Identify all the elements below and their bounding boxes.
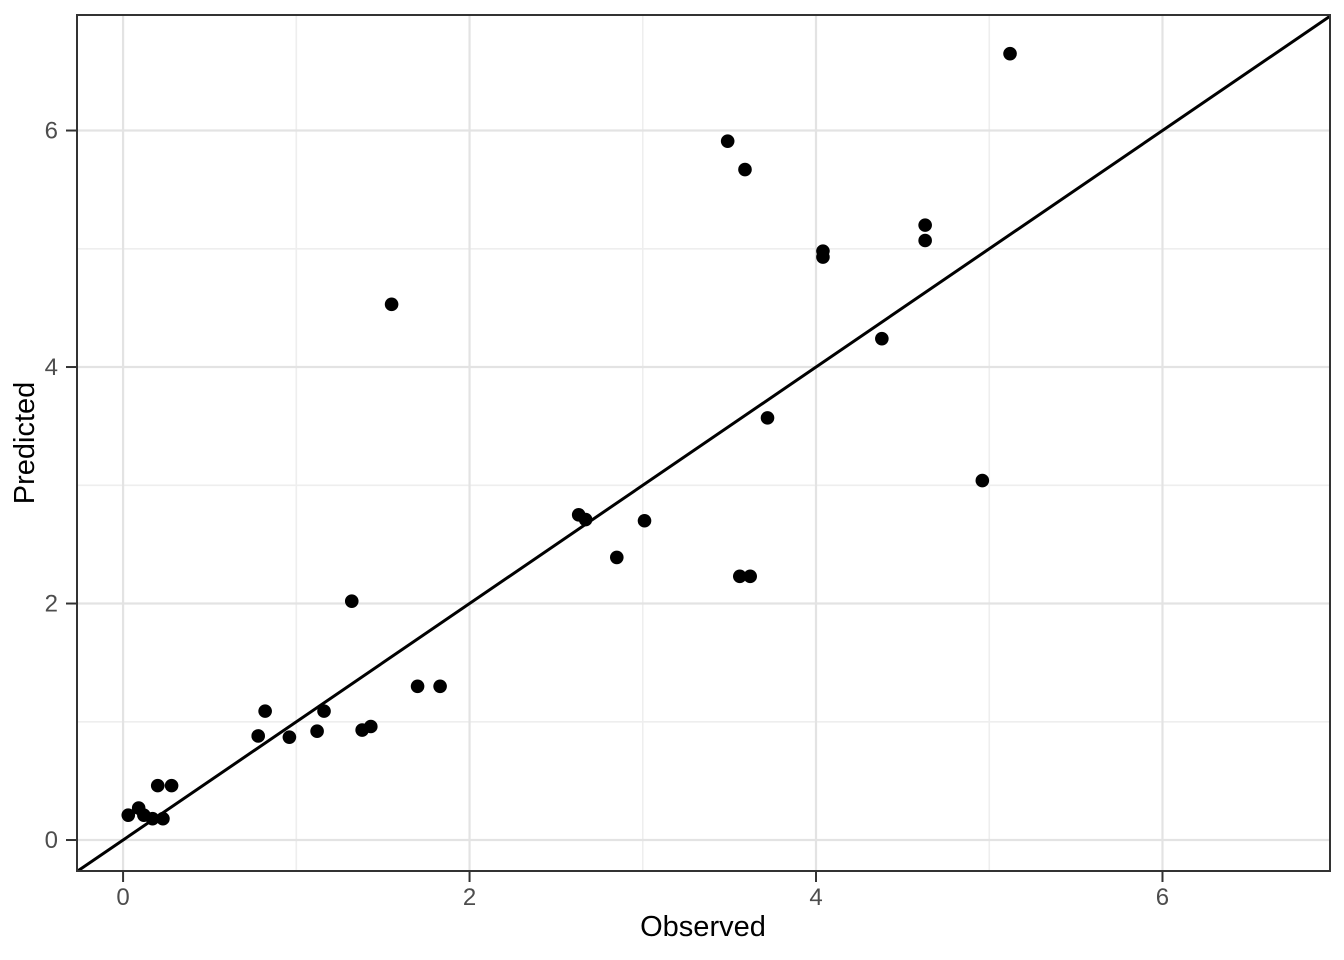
data-point <box>975 473 990 488</box>
data-point <box>410 679 425 694</box>
data-point <box>145 811 160 826</box>
data-points-layer <box>121 46 1017 826</box>
data-point <box>433 679 447 694</box>
axis-ticks-layer <box>66 129 1164 882</box>
data-point <box>637 513 652 528</box>
data-point <box>251 729 266 743</box>
x-tick-label: 2 <box>463 884 476 911</box>
panel-border <box>76 14 1331 872</box>
y-tick-label: 6 <box>45 118 58 145</box>
identity-line <box>77 15 1330 871</box>
y-tick-label: 2 <box>45 591 58 618</box>
data-point <box>743 569 757 584</box>
x-tick-label: 6 <box>1156 884 1169 911</box>
y-tick-label: 4 <box>45 354 58 381</box>
data-point <box>1003 46 1017 61</box>
data-point <box>720 134 735 148</box>
data-point <box>384 297 399 312</box>
identity-line-layer <box>77 15 1330 871</box>
gridlines-layer <box>77 15 1330 871</box>
data-point <box>317 704 331 718</box>
y-tick-label: 0 <box>45 827 58 854</box>
data-point <box>344 594 359 608</box>
data-point <box>258 704 272 718</box>
data-point <box>760 411 775 425</box>
data-point <box>164 778 179 793</box>
data-point <box>738 162 752 177</box>
data-point <box>918 233 932 248</box>
data-point <box>578 512 593 527</box>
data-point <box>282 730 297 744</box>
data-point <box>310 724 324 739</box>
data-point <box>121 808 136 822</box>
data-point <box>918 218 932 232</box>
x-tick-label: 0 <box>116 884 129 911</box>
data-point <box>609 550 624 565</box>
x-tick-label: 4 <box>809 884 822 911</box>
panel-frame-layer <box>76 14 1331 872</box>
data-point <box>732 569 747 584</box>
y-axis-title: Predicted <box>9 382 41 505</box>
tick-labels-layer: 0 2 4 6 0 2 4 6 <box>45 118 1170 911</box>
data-point <box>816 250 830 264</box>
x-axis-title: Observed <box>640 911 766 943</box>
data-point <box>150 778 165 793</box>
data-point <box>875 331 889 346</box>
data-point <box>364 719 378 734</box>
data-point <box>156 811 170 826</box>
